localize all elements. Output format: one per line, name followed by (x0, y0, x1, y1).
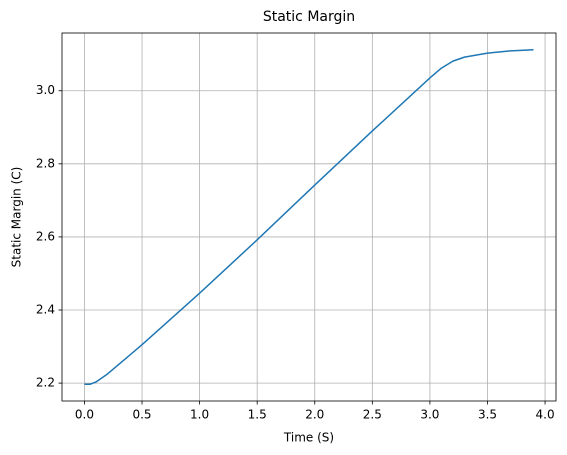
y-tick-label: 2.2 (36, 376, 55, 390)
x-tick-label: 0.0 (75, 408, 94, 422)
plot-frame (61, 32, 557, 402)
x-tick-label: 3.5 (478, 408, 497, 422)
x-tick-label: 1.5 (248, 408, 267, 422)
x-tick-label: 2.0 (305, 408, 324, 422)
x-tick-label: 4.0 (536, 408, 555, 422)
data-line (84, 49, 534, 385)
x-tick-label: 0.5 (132, 408, 151, 422)
y-tick-label: 2.8 (36, 156, 55, 170)
y-tick-label: 3.0 (36, 83, 55, 97)
x-tick-label: 1.0 (190, 408, 209, 422)
y-tick-label: 2.4 (36, 303, 55, 317)
chart-title: Static Margin (263, 9, 355, 25)
y-tick-label: 2.6 (36, 229, 55, 243)
x-tick-label: 3.0 (420, 408, 439, 422)
x-tick-label: 2.5 (363, 408, 382, 422)
y-axis-label: Static Margin (C) (10, 167, 24, 268)
x-axis-label: Time (S) (283, 431, 334, 445)
